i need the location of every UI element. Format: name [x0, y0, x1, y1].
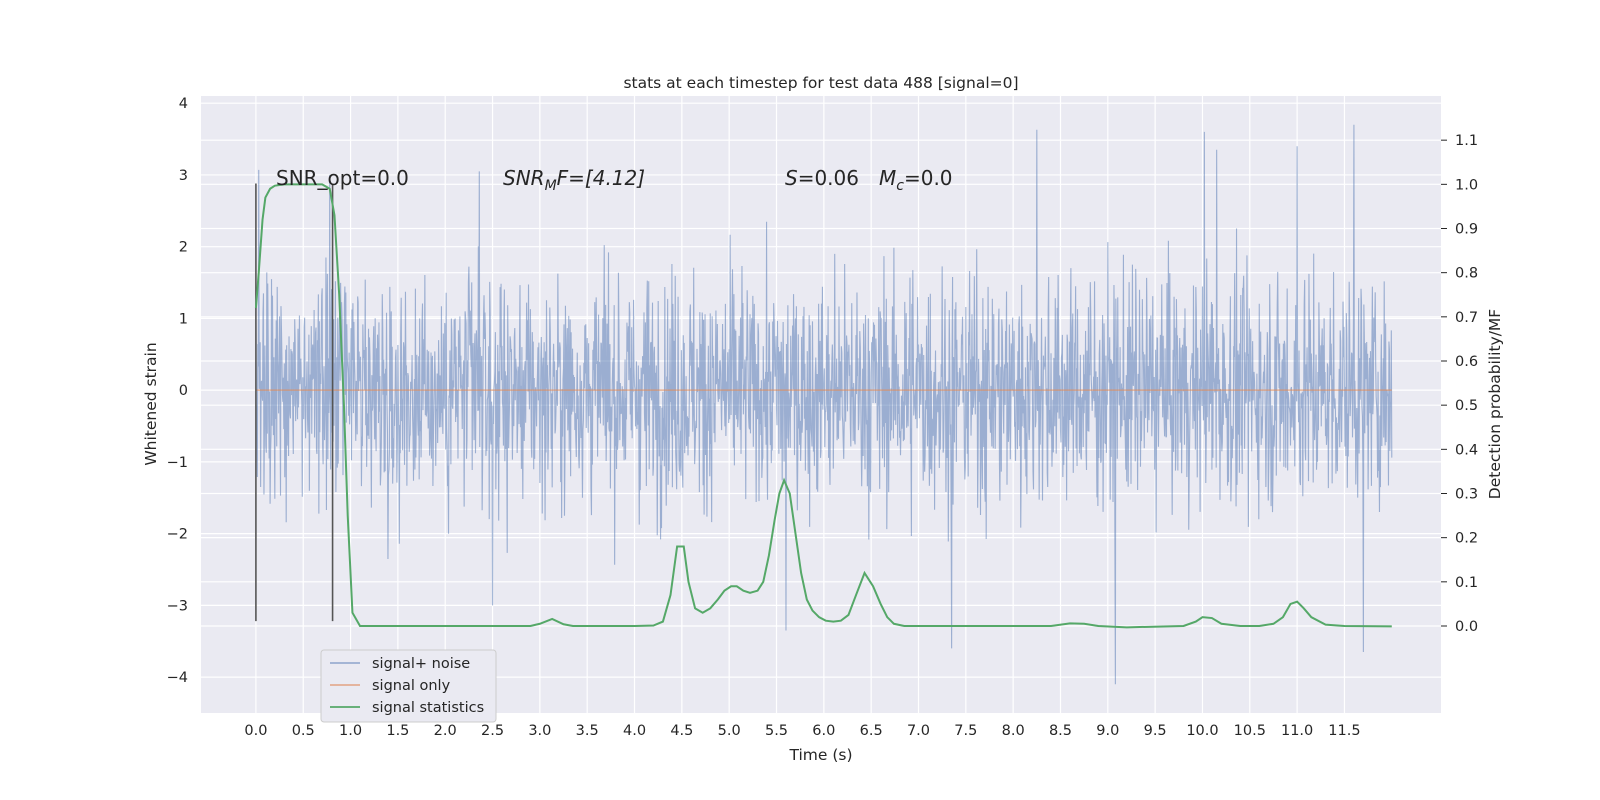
- statistics-line: [254, 183, 1392, 629]
- series-signal-statistics: [254, 183, 1392, 629]
- x-tick-label: 8.5: [1049, 723, 1072, 739]
- x-tick-label: 9.0: [1096, 723, 1119, 739]
- annotation-snr-mf: SNRMF=[4.12]: [503, 166, 645, 194]
- legend-box: [320, 649, 497, 723]
- y-tick-label-right: 0.1: [1455, 575, 1478, 591]
- y-tick-label-left: 4: [179, 96, 188, 112]
- vertical-markers: [255, 183, 334, 622]
- mc-rest: =0.0: [904, 166, 953, 190]
- y-tick-label-left: 0: [179, 383, 188, 399]
- x-tick-label: 4.0: [623, 723, 646, 739]
- noise-line: [255, 124, 1393, 685]
- x-tick-label: 4.5: [670, 723, 693, 739]
- x-tick-label: 5.5: [765, 723, 788, 739]
- x-tick-label: 11.0: [1281, 723, 1313, 739]
- x-tick-label: 7.5: [954, 723, 977, 739]
- y-tick-label-left: −3: [167, 598, 188, 614]
- snr-mf-rest: F=[4.12]: [557, 166, 645, 190]
- s-prefix: S: [785, 166, 798, 190]
- y-tick-label-right: 0.3: [1455, 486, 1478, 502]
- mc-prefix: M: [879, 166, 896, 190]
- legend: signal+ noise signal only signal statist…: [320, 649, 497, 723]
- y-tick-label-left: 2: [179, 240, 188, 256]
- y-tick-labels-right: 1.1 1.0 0.9 0.8 0.7 0.6 0.5 0.4 0.3 0.2 0.1 0.0: [1455, 133, 1478, 635]
- y-tick-label-left: 3: [179, 168, 188, 184]
- legend-label-signal-noise: signal+ noise: [372, 656, 470, 672]
- chart-title: stats at each timestep for test data 488…: [623, 74, 1018, 92]
- x-tick-label: 7.0: [907, 723, 930, 739]
- y-tick-label-left: −1: [167, 455, 188, 471]
- y-tick-label-right: 1.0: [1455, 177, 1478, 193]
- y-axis-label-right: Detection probability/MF: [1486, 309, 1504, 500]
- s-rest: =0.06: [798, 166, 859, 190]
- x-tick-labels: 0.0 0.5 1.0 1.5 2.0 2.5 3.0 3.5 4.0 4.5 5.0 5.5 6.0 6…: [244, 723, 1360, 739]
- x-tick-label: 3.0: [528, 723, 551, 739]
- y-tick-label-right: 0.2: [1455, 531, 1478, 547]
- y-tick-label-right: 0.9: [1455, 221, 1478, 237]
- annotation-mc: Mc=0.0: [879, 166, 953, 194]
- x-tick-label: 2.0: [434, 723, 457, 739]
- x-tick-label: 9.5: [1144, 723, 1167, 739]
- snr-mf-prefix: SNR: [503, 166, 545, 190]
- snr-mf-sub: M: [545, 178, 557, 194]
- x-tick-label: 11.5: [1328, 723, 1360, 739]
- y-tick-label-left: −4: [167, 670, 188, 686]
- legend-label-signal-statistics: signal statistics: [372, 700, 484, 716]
- x-tick-label: 10.5: [1234, 723, 1266, 739]
- y-tick-label-right: 0.0: [1455, 619, 1478, 635]
- y-tick-label-right: 0.8: [1455, 266, 1478, 282]
- x-tick-label: 1.0: [339, 723, 362, 739]
- y-tick-label-right: 0.6: [1455, 354, 1478, 370]
- x-tick-label: 6.0: [812, 723, 835, 739]
- x-tick-label: 8.0: [1002, 723, 1025, 739]
- y-tick-label-right: 0.5: [1455, 398, 1478, 414]
- x-axis-label: Time (s): [788, 746, 852, 764]
- y-tick-label-left: −2: [167, 527, 188, 543]
- y-tick-labels-left: 4 3 2 1 0 −1 −2 −3 −4: [167, 96, 188, 686]
- x-tick-label: 0.0: [244, 723, 267, 739]
- x-tick-label: 5.0: [718, 723, 741, 739]
- y-tick-label-left: 1: [179, 311, 188, 327]
- x-tick-label: 10.0: [1186, 723, 1218, 739]
- x-tick-label: 6.5: [860, 723, 883, 739]
- x-tick-label: 3.5: [576, 723, 599, 739]
- x-tick-label: 0.5: [292, 723, 315, 739]
- x-tick-label: 1.5: [386, 723, 409, 739]
- annotation-s: S=0.06: [785, 166, 859, 190]
- y-tick-label-right: 0.7: [1455, 310, 1478, 326]
- y-tick-label-right: 0.4: [1455, 442, 1478, 458]
- y-axis-label-left: Whitened strain: [142, 342, 160, 465]
- mc-sub: c: [896, 178, 904, 194]
- legend-label-signal-only: signal only: [372, 678, 451, 694]
- series-signal-noise: [255, 124, 1393, 685]
- x-tick-label: 2.5: [481, 723, 504, 739]
- annotation-snr-opt: SNR_opt=0.0: [276, 166, 409, 190]
- y-tick-label-right: 1.1: [1455, 133, 1478, 149]
